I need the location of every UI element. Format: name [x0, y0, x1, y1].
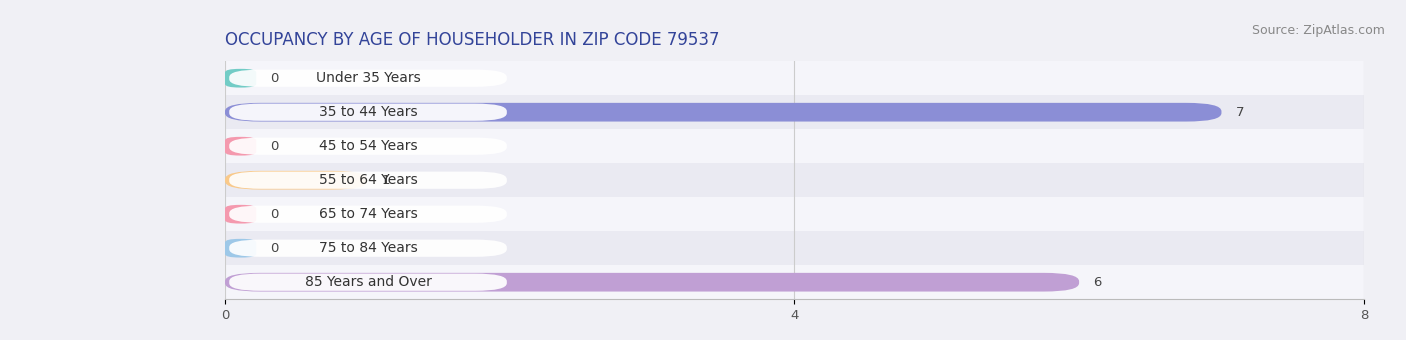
Text: 65 to 74 Years: 65 to 74 Years — [319, 207, 418, 221]
Text: 6: 6 — [1094, 276, 1102, 289]
Text: 7: 7 — [1236, 106, 1244, 119]
Text: 1: 1 — [381, 174, 389, 187]
Text: 0: 0 — [270, 140, 278, 153]
Text: 45 to 54 Years: 45 to 54 Years — [319, 139, 418, 153]
Bar — [225, 61, 1364, 95]
Text: 0: 0 — [270, 72, 278, 85]
FancyBboxPatch shape — [229, 206, 506, 223]
Text: 0: 0 — [270, 242, 278, 255]
Text: 85 Years and Over: 85 Years and Over — [305, 275, 432, 289]
Bar — [225, 231, 1364, 265]
FancyBboxPatch shape — [225, 239, 256, 258]
FancyBboxPatch shape — [229, 274, 506, 291]
Text: 0: 0 — [270, 208, 278, 221]
Text: 55 to 64 Years: 55 to 64 Years — [319, 173, 418, 187]
Text: 75 to 84 Years: 75 to 84 Years — [319, 241, 418, 255]
FancyBboxPatch shape — [225, 137, 256, 156]
Text: OCCUPANCY BY AGE OF HOUSEHOLDER IN ZIP CODE 79537: OCCUPANCY BY AGE OF HOUSEHOLDER IN ZIP C… — [225, 31, 720, 49]
FancyBboxPatch shape — [229, 104, 506, 121]
Bar — [225, 95, 1364, 129]
FancyBboxPatch shape — [225, 103, 1222, 122]
FancyBboxPatch shape — [225, 171, 367, 190]
FancyBboxPatch shape — [229, 70, 506, 87]
Bar — [225, 265, 1364, 299]
FancyBboxPatch shape — [229, 138, 506, 155]
FancyBboxPatch shape — [225, 273, 1080, 292]
Bar — [225, 129, 1364, 163]
Text: Under 35 Years: Under 35 Years — [316, 71, 420, 85]
Text: 35 to 44 Years: 35 to 44 Years — [319, 105, 418, 119]
FancyBboxPatch shape — [229, 172, 506, 189]
Text: Source: ZipAtlas.com: Source: ZipAtlas.com — [1251, 24, 1385, 37]
FancyBboxPatch shape — [229, 240, 506, 257]
FancyBboxPatch shape — [225, 205, 256, 224]
Bar — [225, 197, 1364, 231]
FancyBboxPatch shape — [225, 69, 256, 88]
Bar — [225, 163, 1364, 197]
